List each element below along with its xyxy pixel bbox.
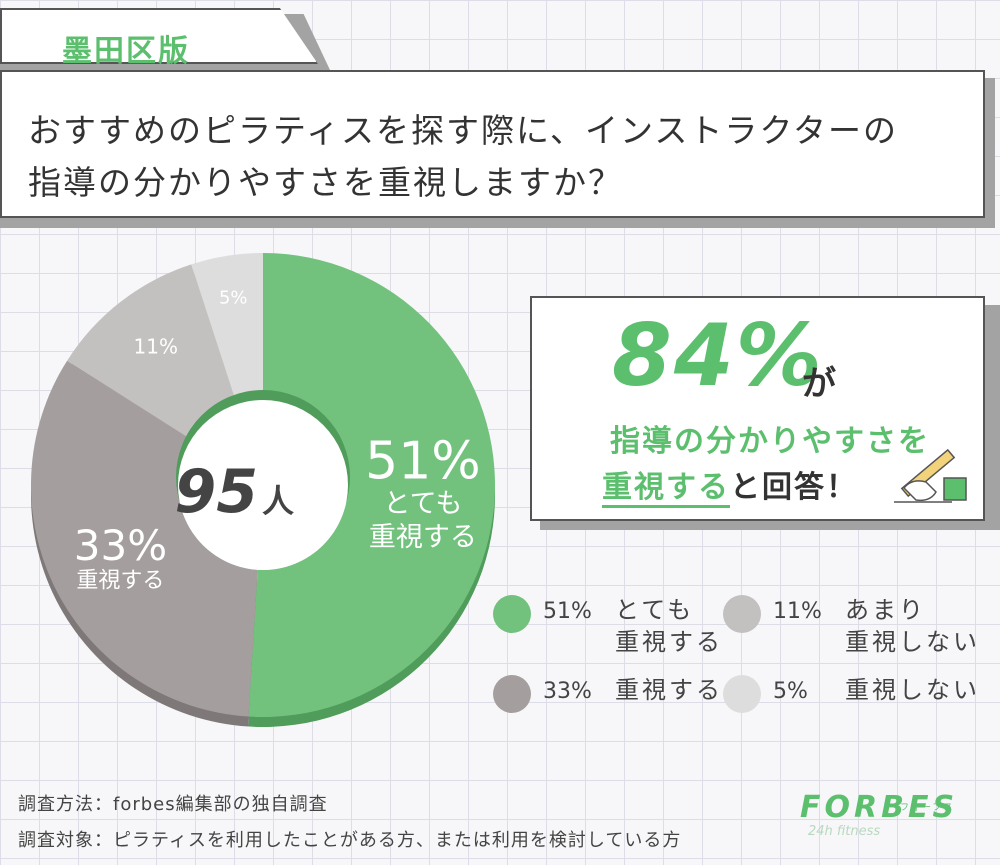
donut-hole [178, 400, 348, 570]
slice-label-0-1: 重視する [369, 522, 477, 553]
forbes-logo: FORBES フォーブス 24h fitness [800, 790, 959, 839]
donut-slice-0 [248, 253, 496, 717]
survey-target: 調査対象：ピラティスを利用したことがある方、または利用を検討している方 [18, 830, 682, 851]
region-tab: 墨田区版 [0, 8, 318, 64]
question-line-1: おすすめのピラティスを探す際に、インストラクターの [28, 111, 899, 150]
donut-slice-2 [67, 264, 237, 440]
slice-label-0-0: とても [383, 488, 462, 519]
respondent-unit: 人 [262, 482, 294, 520]
logo-kana: フォーブス [900, 803, 955, 813]
slice-pct-0: 51% [365, 432, 481, 492]
legend-swatch-0 [493, 595, 531, 633]
callout-percentage: 84% [612, 306, 824, 406]
logo-subtitle: 24h fitness [808, 824, 881, 839]
legend-swatch-1 [723, 595, 761, 633]
callout-rest: と回答！ [730, 470, 858, 505]
region-tag: 墨田区版 [62, 34, 190, 69]
respondent-count: 95 [175, 457, 259, 527]
legend-label-3: 重視しない [845, 676, 980, 704]
callout-particle: が [802, 364, 836, 404]
donut-slice-1 [31, 360, 258, 717]
legend-pct-1: 11% [773, 599, 822, 624]
legend-swatch-2 [493, 675, 531, 713]
question-line-2: 指導の分かりやすさを重視しますか？ [28, 163, 623, 202]
slice-pct-3: 5% [219, 288, 248, 309]
legend-label-0-line2: 重視する [615, 628, 723, 656]
slice-label-1-0: 重視する [76, 569, 164, 594]
survey-method: 調査方法：forbes編集部の独自調査 [18, 794, 328, 815]
callout-line-1: 指導の分かりやすさを [610, 424, 930, 459]
callout-highlight: 重視する [602, 470, 730, 508]
legend-label-2: 重視する [615, 676, 723, 704]
legend-pct-2: 33% [543, 679, 592, 704]
legend-pct-3: 5% [773, 679, 808, 704]
legend-label-1-line2: 重視しない [845, 628, 980, 656]
legend-pct-0: 51% [543, 599, 592, 624]
donut-slice-3 [191, 253, 263, 405]
legend-label-1: あまり [845, 596, 926, 624]
question-box: おすすめのピラティスを探す際に、インストラクターの 指導の分かりやすさを重視しま… [0, 70, 985, 218]
donut-slices [31, 253, 496, 717]
legend-label-0: とても [615, 596, 695, 624]
callout-line-2: 重視すると回答！ [602, 462, 858, 508]
pencil-hand-icon [894, 448, 967, 503]
slice-pct-1: 33% [74, 521, 167, 570]
legend-swatch-3 [723, 675, 761, 713]
callout-box: 84% が 指導の分かりやすさを 重視すると回答！ [530, 296, 985, 521]
slice-pct-2: 11% [134, 335, 178, 359]
logo-main-text: FORBES [800, 790, 959, 825]
